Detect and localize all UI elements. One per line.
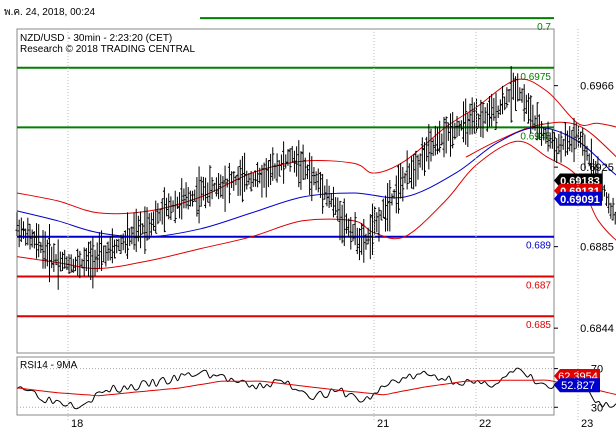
date-label: 22 (479, 418, 491, 430)
price-axis: 0.69660.69250.68850.68440.691830.691310.… (554, 81, 614, 336)
price-tick-label: 0.6844 (580, 323, 614, 335)
chart-title: NZD/USD - 30min - 2:23:20 (CET) (20, 33, 172, 44)
price-tick-label: 0.6885 (580, 242, 614, 254)
price-badge-label: 0.69091 (560, 194, 600, 206)
rsi-panel (17, 357, 554, 415)
price-tick-label: 0.6925 (580, 162, 614, 174)
level-label: 0.6975 (520, 72, 551, 83)
rsi-label: RSI14 - 9MA (20, 360, 78, 371)
rsi-badge: 52.827 (554, 378, 600, 392)
price-tick-label: 0.6966 (580, 81, 614, 93)
date-label: 23 (581, 418, 593, 430)
date-label: 21 (377, 418, 389, 430)
chart-subtitle: Research © 2018 TRADING CENTRAL (20, 44, 195, 55)
level-label: 0.685 (526, 320, 551, 331)
level-label: 0.689 (526, 241, 551, 252)
level-label: 0.687 (526, 280, 551, 291)
timestamp: พ.ค. 24, 2018, 00:24 (4, 7, 96, 18)
date-label: 18 (71, 418, 83, 430)
level-label: 0.7 (537, 22, 551, 33)
rsi-tick-label: 30 (591, 402, 603, 414)
price-panel (17, 29, 554, 353)
